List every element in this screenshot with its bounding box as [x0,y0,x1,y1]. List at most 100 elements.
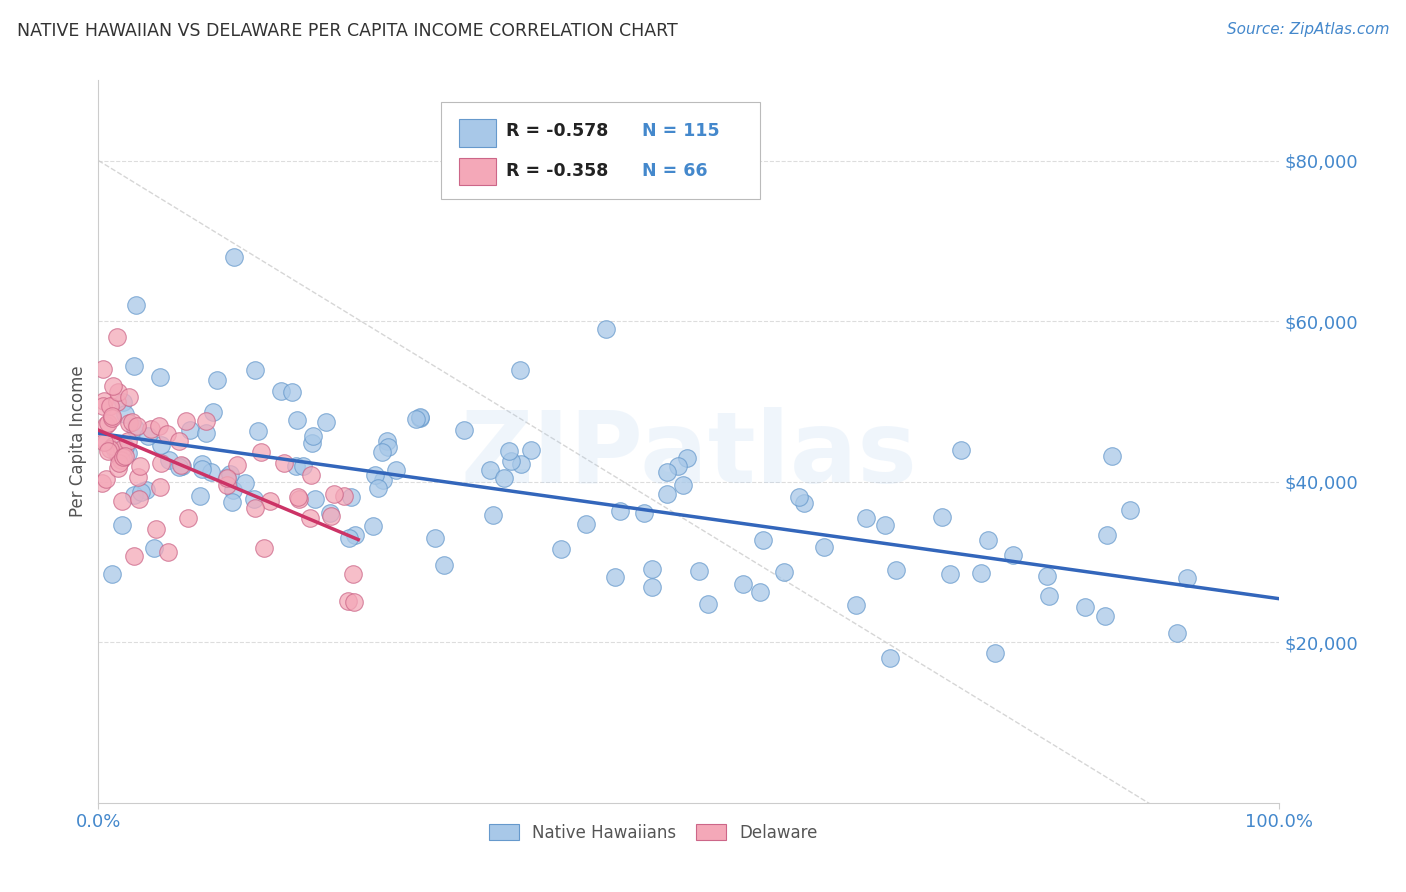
Point [1101,449,1123,463]
Point [145,522,167,536]
Point [873,517,896,532]
Point [270,384,292,398]
Point [1119,502,1142,516]
Point [984,646,1007,660]
FancyBboxPatch shape [441,102,759,200]
Point [101,410,124,425]
Point [319,506,342,520]
Point [1166,626,1188,640]
Point [117,434,139,448]
Point [367,481,389,495]
Point [603,570,626,584]
Point [101,379,124,393]
Point [98,442,121,457]
Point [118,416,141,430]
Point [217,469,239,483]
Point [1175,571,1198,585]
Point [170,458,193,473]
Point [281,385,304,400]
Point [773,565,796,579]
Point [111,442,134,457]
Point [339,490,361,504]
Point [107,395,129,409]
Point [370,444,392,458]
Point [215,478,238,492]
Point [174,414,197,428]
Point [245,363,267,377]
Point [149,370,172,384]
Text: N = 66: N = 66 [641,162,707,180]
Point [91,400,114,414]
Point [93,394,115,409]
Point [478,463,501,477]
Point [107,384,129,399]
Point [112,395,135,409]
Point [697,598,720,612]
Point [219,467,242,481]
Point [337,594,360,608]
Point [222,483,245,497]
Point [207,373,229,387]
Point [104,442,127,457]
Point [167,434,190,448]
Point [492,470,515,484]
Point [931,509,953,524]
Point [342,567,364,582]
Point [322,487,344,501]
Point [886,563,908,577]
Point [321,509,343,524]
Point [136,429,159,443]
Point [633,507,655,521]
Point [247,424,270,438]
Point [107,448,129,462]
Point [813,540,835,554]
Point [970,566,993,580]
Point [291,459,314,474]
Point [641,580,664,594]
Point [177,511,200,525]
Point [93,434,115,449]
Point [114,449,136,463]
Point [423,531,446,545]
Point [124,488,146,502]
Point [125,298,148,312]
Point [939,567,962,582]
Point [201,405,224,419]
Point [91,362,114,376]
Point [373,474,395,488]
Point [949,442,972,457]
Point [233,476,256,491]
Point [142,541,165,555]
Point [215,471,238,485]
Point [128,491,150,506]
Point [96,472,118,486]
Point [110,452,132,467]
Point [344,528,367,542]
Point [124,421,146,435]
Point [287,490,309,504]
Point [188,489,211,503]
Point [1036,569,1059,583]
Point [245,500,267,515]
Point [409,411,432,425]
Point [676,451,699,466]
Point [111,517,134,532]
Point [167,460,190,475]
Point [224,250,246,264]
Point [749,584,772,599]
Point [453,423,475,437]
Point [343,594,366,608]
Y-axis label: Per Capita Income: Per Capita Income [69,366,87,517]
Point [845,599,868,613]
Text: R = -0.358: R = -0.358 [506,162,609,180]
Point [122,549,145,563]
Point [520,442,543,457]
Point [298,511,321,525]
Point [657,487,679,501]
Point [337,531,360,545]
Point [1038,589,1060,603]
Text: ZIPatlas: ZIPatlas [461,408,917,505]
Point [170,459,193,474]
Point [194,414,217,428]
Point [200,465,222,479]
